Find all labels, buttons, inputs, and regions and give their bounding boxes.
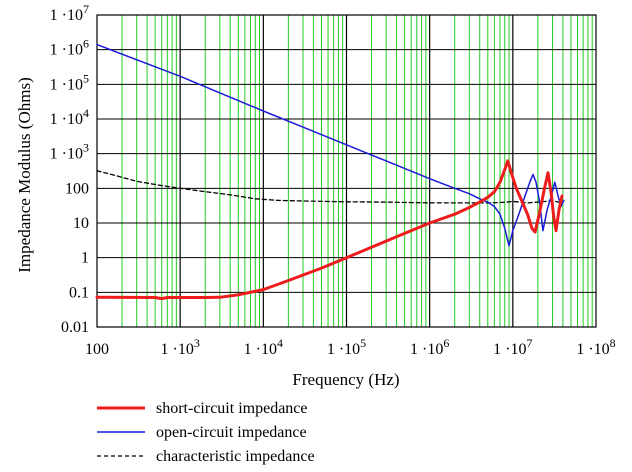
y-axis-title: Impedance Modulus (Ohms) [15, 77, 34, 272]
x-tick-label: 1 ·104 [244, 336, 283, 358]
y-tick-label: 1 ·104 [50, 106, 89, 128]
legend: short-circuit impedance open-circuit impe… [97, 400, 315, 465]
y-tick-label: 10 [73, 215, 89, 232]
x-tick-label: 1 ·108 [576, 336, 615, 358]
y-tick-label: 100 [65, 180, 89, 197]
y-tick-label: 1 [81, 250, 89, 267]
y-tick-label: 1 ·106 [50, 37, 89, 59]
x-tick-label: 100 [85, 341, 109, 358]
series-line-short-circuit-impedance [97, 161, 562, 299]
x-tick-label: 1 ·107 [493, 336, 532, 358]
legend-label: short-circuit impedance [156, 400, 308, 417]
x-tick-label: 1 ·103 [161, 336, 200, 358]
grid [97, 15, 596, 327]
legend-label: open-circuit impedance [156, 424, 307, 441]
x-tick-label: 1 ·105 [327, 336, 366, 358]
y-tick-label: 1 ·103 [50, 141, 89, 163]
x-axis-title: Frequency (Hz) [292, 370, 399, 389]
x-tick-label: 1 ·106 [410, 336, 449, 358]
y-tick-label: 0.01 [61, 319, 89, 336]
y-tick-label: 1 ·107 [50, 2, 89, 24]
y-tick-label: 0.1 [69, 284, 89, 301]
y-tick-label: 1 ·105 [50, 71, 89, 93]
legend-label: characteristic impedance [156, 448, 315, 465]
